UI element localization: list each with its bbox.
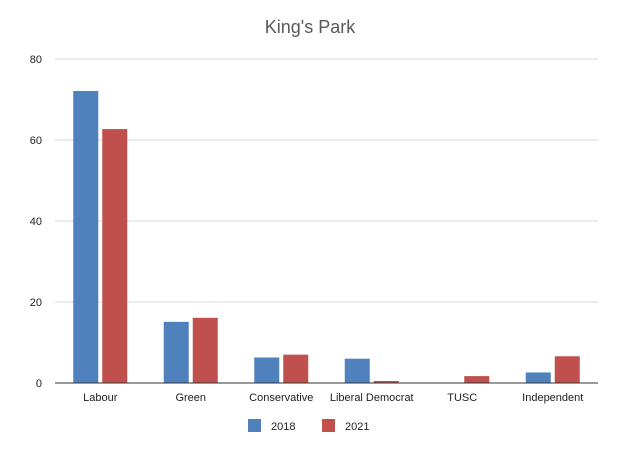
legend-label: 2018: [271, 421, 295, 433]
bar-2018-independent: [525, 372, 551, 383]
legend-label: 2021: [345, 421, 369, 433]
legend-swatch-2018: [248, 419, 261, 432]
x-category-label: Independent: [522, 392, 583, 404]
chart-title: King's Park: [265, 17, 356, 37]
y-axis-ticks: 0 20 40 60 80: [30, 54, 42, 390]
x-category-label: Green: [175, 392, 206, 404]
bar-2021-independent: [554, 356, 580, 383]
bar-2021-green: [192, 317, 218, 383]
legend: 2018 2021: [248, 419, 369, 433]
bar-2021-liberal-democrat: [373, 380, 399, 383]
bar-2018-green: [163, 321, 189, 383]
bar-2018-conservative: [254, 357, 280, 383]
bar-2018-labour: [73, 90, 99, 384]
x-category-label: TUSC: [447, 392, 477, 404]
x-category-label: Liberal Democrat: [330, 392, 414, 404]
bars: [73, 90, 580, 384]
x-axis-labels: Labour Green Conservative Liberal Democrat T…: [83, 392, 583, 404]
x-category-label: Conservative: [249, 392, 313, 404]
bar-2018-liberal-democrat: [344, 358, 370, 383]
y-tick-label: 0: [36, 378, 42, 390]
x-category-label: Labour: [83, 392, 118, 404]
y-tick-label: 60: [30, 135, 42, 147]
bar-2021-tusc: [464, 376, 490, 383]
bar-2021-conservative: [283, 354, 309, 383]
y-tick-label: 80: [30, 54, 42, 66]
gridlines: [55, 58, 598, 303]
y-tick-label: 40: [30, 216, 42, 228]
bar-2021-labour: [102, 129, 128, 383]
legend-swatch-2021: [322, 419, 335, 432]
y-tick-label: 20: [30, 297, 42, 309]
